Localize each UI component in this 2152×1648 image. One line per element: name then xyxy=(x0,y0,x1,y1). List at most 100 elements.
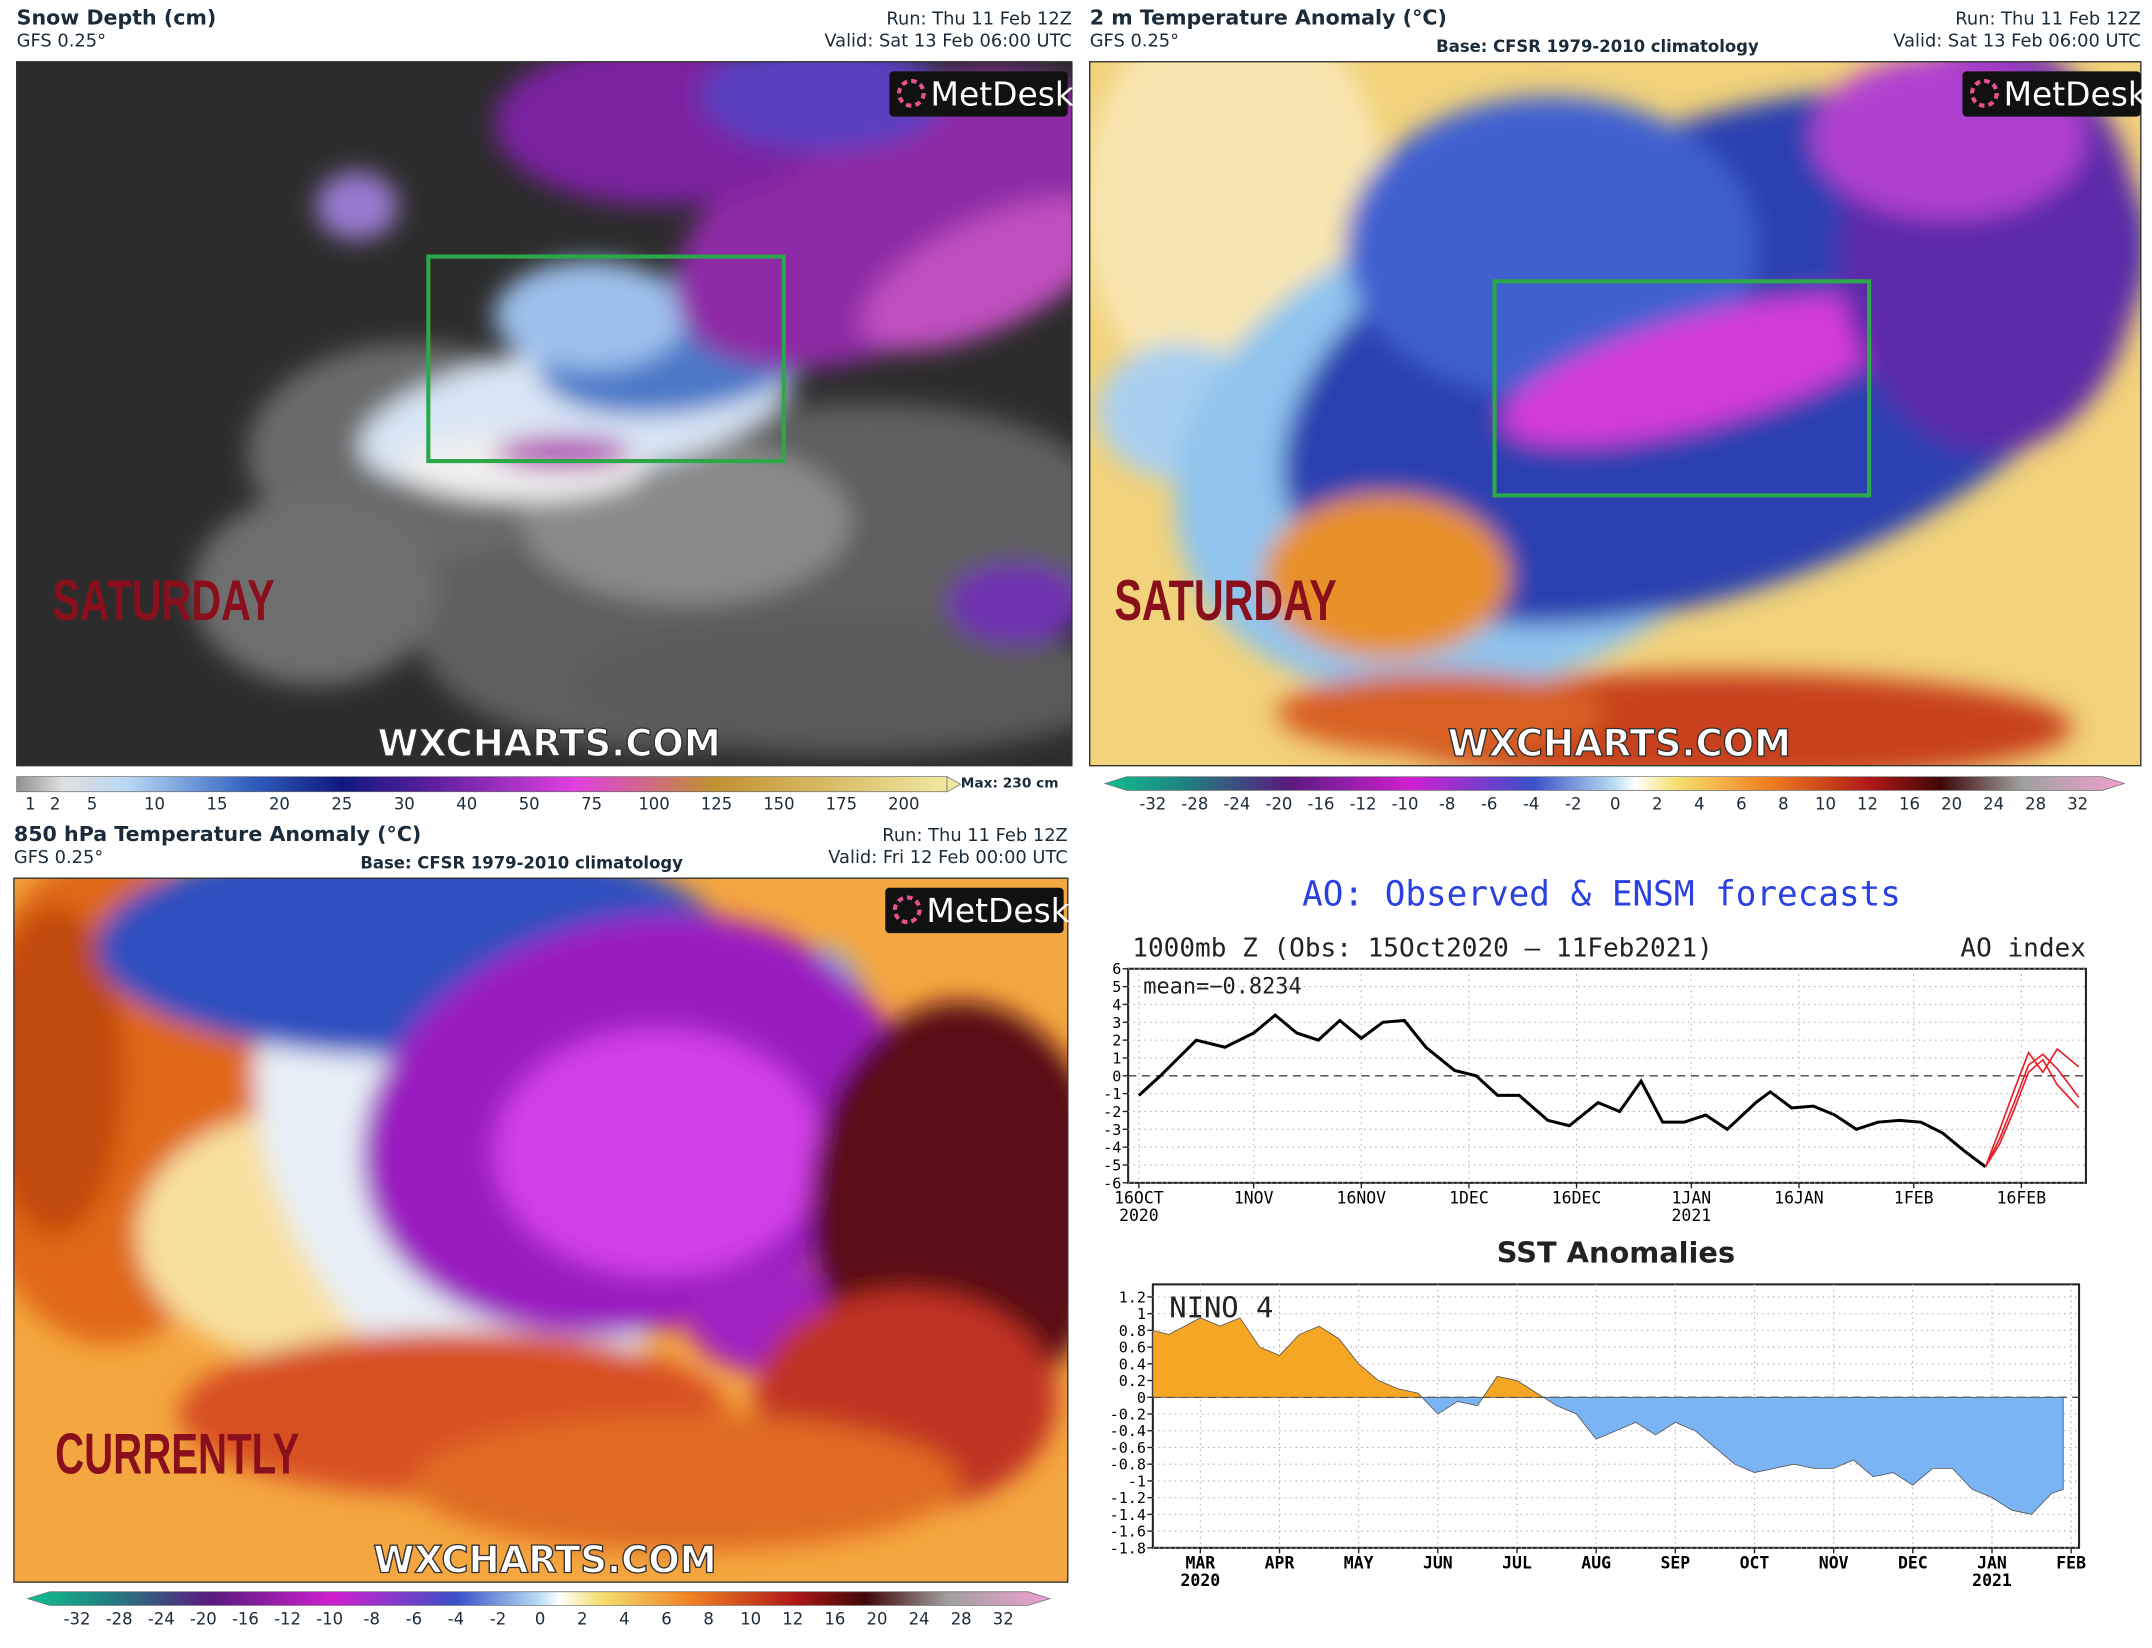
x-tick-label: SEP xyxy=(1660,1553,1690,1572)
colorbar-label: 25 xyxy=(331,795,352,814)
y-tick-label: -0.8 xyxy=(1110,1456,1146,1474)
colorbar-label: -16 xyxy=(232,1610,259,1629)
colorbar-label: 16 xyxy=(824,1610,845,1629)
model-label: GFS 0.25° xyxy=(1090,31,1179,52)
series-line xyxy=(1984,1053,2080,1168)
y-tick-label: -1.4 xyxy=(1110,1506,1146,1524)
colorbar-label: 32 xyxy=(2067,795,2088,814)
map-field xyxy=(1344,96,1757,398)
colorbar-label: 20 xyxy=(269,795,290,814)
map xyxy=(13,878,1068,1583)
y-tick-label: -1 xyxy=(1103,1085,1121,1103)
colorbar-label: 0 xyxy=(1610,795,1620,814)
annotation: mean=−0.8234 xyxy=(1143,974,1302,999)
colorbar-note: Max: 230 cm xyxy=(961,776,1059,792)
map-border xyxy=(15,61,1073,767)
map-fields xyxy=(1089,61,2141,766)
x-tick-label: MAR xyxy=(1185,1553,1215,1572)
colorbar-label: 2 xyxy=(577,1610,587,1629)
map-field xyxy=(411,1413,961,1551)
colorbar-label: 28 xyxy=(951,1610,972,1629)
colorbar-label: -6 xyxy=(406,1610,422,1629)
panel-title: 850 hPa Temperature Anomaly (°C) xyxy=(14,822,421,846)
colorbar-label: 12 xyxy=(1857,795,1878,814)
anomaly-area xyxy=(1152,1317,2064,1515)
colorbar-label: -20 xyxy=(190,1610,217,1629)
colorbar-label: 6 xyxy=(661,1610,671,1629)
colorbar-label: -4 xyxy=(448,1610,464,1629)
colorbar-label: 8 xyxy=(703,1610,713,1629)
colorbar-label: 150 xyxy=(763,795,794,814)
colorbar-label: -32 xyxy=(64,1610,91,1629)
x-tick-label: DEC xyxy=(1898,1553,1928,1572)
chart-title: SST Anomalies xyxy=(1497,1235,1735,1269)
series-line xyxy=(1984,1047,2080,1168)
colorbar-label: 15 xyxy=(207,795,228,814)
logo-text: MetDesk xyxy=(931,75,1074,114)
map-field xyxy=(494,260,687,371)
y-tick-label: 1 xyxy=(1112,1049,1121,1067)
x-tick-label: JUL xyxy=(1502,1553,1532,1572)
y-tick-label: 1.2 xyxy=(1119,1288,1146,1306)
colorbar-label: -28 xyxy=(1181,795,1208,814)
colorbar-label: 24 xyxy=(1983,795,2004,814)
map-field xyxy=(700,61,947,151)
map-field xyxy=(494,436,632,470)
colorbar-label: 175 xyxy=(826,795,857,814)
y-tick-label: 0.6 xyxy=(1119,1339,1146,1357)
colorbar-label: 30 xyxy=(394,795,415,814)
y-tick-label: 0.2 xyxy=(1119,1372,1146,1390)
colorbar-label: -28 xyxy=(106,1610,133,1629)
colorbar-label: 75 xyxy=(581,795,602,814)
colorbar-label: 24 xyxy=(909,1610,930,1629)
watermark: WXCHARTS.COM xyxy=(377,722,720,765)
colorbar-label: 5 xyxy=(87,795,97,814)
valid-label: Valid: Sat 13 Feb 06:00 UTC xyxy=(824,31,1072,52)
colorbar-label: 10 xyxy=(740,1610,761,1629)
run-label: Run: Thu 11 Feb 12Z xyxy=(1955,9,2141,30)
colorbar-label: -12 xyxy=(274,1610,301,1629)
panel-title: 2 m Temperature Anomaly (°C) xyxy=(1090,6,1447,30)
logo-mark xyxy=(1969,78,1999,108)
colorbar-label: -16 xyxy=(1308,795,1335,814)
day-label: SATURDAY xyxy=(52,569,274,633)
run-label: Run: Thu 11 Feb 12Z xyxy=(886,9,1072,30)
y-tick-label: 4 xyxy=(1112,996,1121,1014)
logo-box xyxy=(1962,71,2141,117)
y-tick-label: 5 xyxy=(1112,978,1121,996)
colorbar xyxy=(1103,776,2126,791)
x-tick-label: 1NOV xyxy=(1234,1188,1274,1207)
colorbar-label: 20 xyxy=(1941,795,1962,814)
x-tick-year: 2020 xyxy=(1119,1206,1159,1225)
colorbar-tip xyxy=(946,776,962,793)
day-label: CURRENTLY xyxy=(55,1423,299,1487)
y-tick-label: -1.2 xyxy=(1110,1489,1146,1507)
colorbar-label: -24 xyxy=(1223,795,1250,814)
colorbar-label: -6 xyxy=(1481,795,1497,814)
y-tick-label: 0.4 xyxy=(1119,1355,1146,1373)
colorbar-label: 32 xyxy=(993,1610,1014,1629)
map xyxy=(1089,61,2141,766)
map-field xyxy=(947,562,1072,645)
run-label: Run: Thu 11 Feb 12Z xyxy=(882,825,1067,846)
x-tick-label: 1DEC xyxy=(1449,1188,1489,1207)
colorbar-label: 6 xyxy=(1736,795,1746,814)
map-border xyxy=(1089,61,2142,767)
chart-title: AO: Observed & ENSM forecasts xyxy=(1302,875,1901,915)
logo-box xyxy=(885,887,1064,934)
map-field xyxy=(861,198,1072,351)
colorbar-label: 200 xyxy=(888,795,919,814)
y-tick-label: 2 xyxy=(1112,1032,1121,1050)
colorbar-label: 16 xyxy=(1899,795,1920,814)
x-tick-year: 2020 xyxy=(1181,1571,1221,1590)
colorbar-label: -2 xyxy=(490,1610,506,1629)
colorbar-label: 10 xyxy=(144,795,165,814)
valid-label: Valid: Sat 13 Feb 06:00 UTC xyxy=(1893,31,2141,52)
colorbar-label: -24 xyxy=(148,1610,175,1629)
y-tick-label: 1 xyxy=(1137,1305,1146,1323)
map-field xyxy=(1262,493,1510,659)
highlight-box xyxy=(1492,279,1872,498)
base-label: Base: CFSR 1979-2010 climatology xyxy=(360,854,683,873)
